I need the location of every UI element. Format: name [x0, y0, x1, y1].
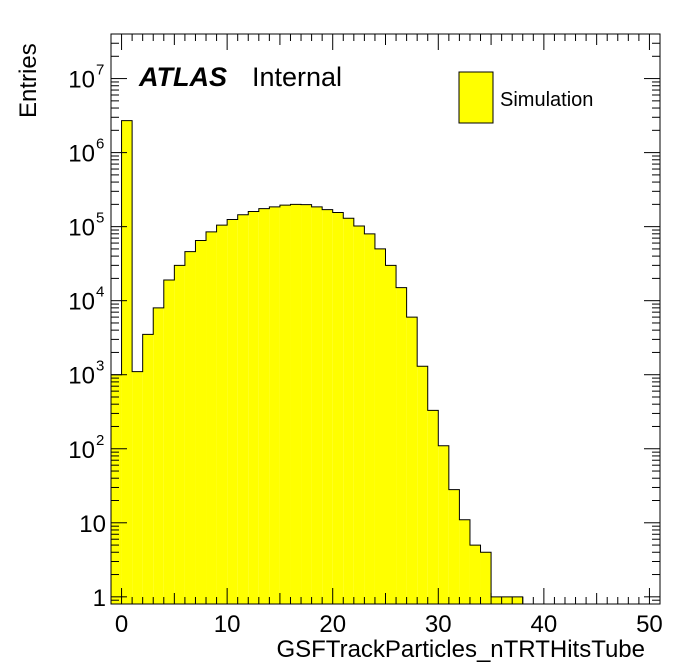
y-tick-label: 10	[68, 67, 95, 94]
histogram-bars	[111, 120, 544, 605]
histogram-bar	[469, 545, 481, 604]
y-tick-exponent: 7	[96, 62, 104, 79]
histogram-bar	[279, 205, 291, 604]
x-tick-label: 20	[319, 611, 346, 638]
histogram-bar	[132, 371, 143, 604]
internal-label: Internal	[252, 62, 342, 92]
legend: Simulation	[458, 71, 593, 124]
y-tick-label: 10	[68, 141, 95, 168]
x-tick-label: 10	[214, 611, 241, 638]
y-tick-exponent: 5	[96, 210, 104, 227]
histogram-bar	[448, 489, 460, 604]
histogram-bar	[406, 317, 418, 604]
x-axis-title: GSFTrackParticles_nTRTHitsTube	[276, 636, 645, 663]
histogram-bar	[301, 204, 312, 604]
y-tick-label: 10	[68, 437, 95, 464]
histogram-bar	[427, 410, 439, 604]
x-axis: 0 10 20 30 40 50	[110, 34, 663, 638]
y-tick-label: 1	[93, 585, 106, 612]
histogram-bar	[184, 251, 196, 604]
histogram-bar	[343, 218, 354, 604]
histogram-bar	[364, 233, 375, 604]
histogram-bar	[501, 596, 513, 604]
histogram-bar	[163, 280, 175, 604]
histogram-bar	[248, 211, 259, 604]
histogram-bar	[153, 307, 164, 604]
histogram-bar	[491, 596, 502, 604]
histogram-bar	[311, 206, 323, 605]
histogram-bar	[227, 219, 238, 604]
histogram-bar	[385, 265, 397, 604]
histogram-bar	[269, 206, 280, 605]
y-axis-title: Entries	[15, 43, 42, 118]
histogram-bar	[322, 209, 333, 605]
y-tick-label: 10	[68, 363, 95, 390]
histogram-bar	[332, 212, 344, 604]
histogram-bar	[512, 596, 523, 604]
y-tick-label: 10	[79, 511, 106, 538]
x-tick-label: 30	[425, 611, 452, 638]
histogram-bar	[480, 552, 492, 604]
histogram-bar	[174, 265, 185, 604]
y-tick-label: 10	[68, 289, 95, 316]
histogram-bar	[374, 248, 386, 605]
histogram-bar	[206, 231, 217, 604]
histogram-bar	[459, 519, 470, 604]
legend-swatch-simulation	[458, 71, 494, 124]
y-tick-exponent: 4	[96, 284, 104, 301]
y-tick-exponent: 6	[96, 136, 104, 153]
histogram-bar	[417, 366, 428, 604]
histogram-bar	[111, 374, 122, 604]
histogram-bar	[142, 334, 154, 604]
legend-label-simulation: Simulation	[500, 89, 593, 111]
histogram-bar	[290, 204, 302, 605]
histogram-bar	[396, 287, 407, 604]
histogram-outline	[111, 120, 544, 605]
y-tick-exponent: 2	[96, 432, 104, 449]
x-tick-label: 50	[636, 611, 663, 638]
histogram-bar	[353, 226, 365, 604]
histogram-bar	[438, 445, 449, 604]
histogram-bar	[121, 120, 133, 604]
atlas-label: ATLAS	[138, 62, 227, 92]
x-tick-label: 0	[115, 611, 128, 638]
histogram-bar	[195, 240, 207, 604]
histogram-bar	[237, 214, 249, 604]
y-tick-exponent: 3	[96, 358, 104, 375]
histogram-bar	[216, 225, 228, 604]
y-tick-label: 10	[68, 215, 95, 242]
x-tick-label: 40	[531, 611, 558, 638]
histogram-bar	[258, 208, 270, 604]
